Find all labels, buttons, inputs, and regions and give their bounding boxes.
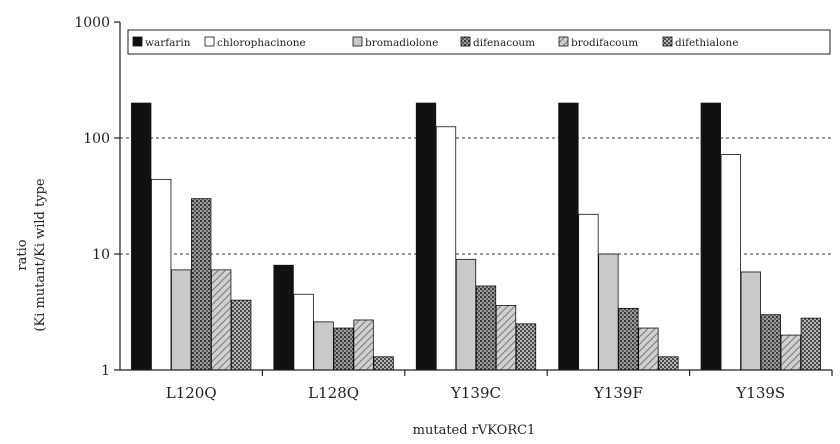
- y-tick-label: 100: [83, 131, 110, 147]
- bar-warfarin-L120Q: [131, 102, 152, 371]
- y-axis-label-line-1: ratio: [15, 239, 30, 270]
- bar-brodifacoum-Y139F: [638, 327, 659, 371]
- bar-warfarin-Y139S: [700, 102, 721, 371]
- legend-label-brodifacoum: brodifacoum: [571, 37, 638, 49]
- bar-warfarin-Y139F: [558, 102, 579, 371]
- x-tick-label: Y139S: [735, 384, 785, 402]
- bar-difenacoum-Y139S: [760, 314, 781, 371]
- legend-swatch-chlorophacinone: [204, 36, 215, 47]
- legend-swatch-brodifacoum: [558, 36, 569, 47]
- x-tick-label: L120Q: [166, 384, 217, 402]
- bars: [131, 102, 821, 371]
- legend-swatch-bromadiolone: [352, 36, 363, 47]
- legend-label-warfarin: warfarin: [145, 37, 191, 49]
- legend-swatch-difethialone: [662, 36, 673, 47]
- legend-swatch-warfarin: [132, 36, 143, 47]
- bar-brodifacoum-L120Q: [211, 269, 232, 371]
- bar-chlorophacinone-Y139C: [435, 126, 457, 371]
- bar-brodifacoum-Y139S: [780, 334, 801, 371]
- bar-bromadiolone-L120Q: [171, 269, 192, 371]
- legend-label-bromadiolone: bromadiolone: [365, 37, 438, 49]
- x-tick-label: Y139F: [593, 384, 643, 402]
- legend-label-chlorophacinone: chlorophacinone: [217, 37, 306, 49]
- bar-difethialone-L120Q: [231, 299, 252, 371]
- bar-difenacoum-Y139C: [475, 285, 497, 371]
- bar-bromadiolone-Y139S: [740, 271, 761, 371]
- bar-difethialone-Y139S: [800, 317, 821, 371]
- bar-bromadiolone-Y139F: [598, 253, 619, 371]
- bar-chlorophacinone-L128Q: [293, 293, 314, 371]
- bar-difenacoum-Y139F: [618, 307, 639, 371]
- y-axis-label-line-2: (Ki mutant/Ki wild type: [33, 178, 48, 332]
- bar-difenacoum-L120Q: [191, 198, 212, 371]
- bar-difethialone-Y139C: [515, 323, 537, 371]
- legend-swatch-difenacoum: [460, 36, 471, 47]
- bar-chlorophacinone-L120Q: [151, 178, 172, 371]
- bar-bromadiolone-L128Q: [313, 321, 334, 371]
- x-tick-label: L128Q: [308, 384, 359, 402]
- y-tick-label: 1000: [74, 15, 110, 31]
- bar-difenacoum-L128Q: [333, 327, 354, 371]
- bar-warfarin-L128Q: [273, 264, 294, 371]
- y-tick-label: 1: [101, 363, 110, 379]
- bar-warfarin-Y139C: [415, 102, 437, 371]
- y-axis-ticks: 1 10 100 1000: [74, 15, 120, 379]
- gridlines: [120, 137, 832, 255]
- legend-label-difenacoum: difenacoum: [473, 37, 535, 49]
- legend-box: [127, 29, 831, 55]
- bar-difethialone-L128Q: [373, 356, 394, 371]
- bar-difethialone-Y139F: [658, 356, 679, 371]
- x-tick-label: Y139C: [450, 384, 501, 402]
- y-tick-label: 10: [92, 247, 110, 263]
- bar-brodifacoum-Y139C: [495, 305, 517, 371]
- bar-brodifacoum-L128Q: [353, 319, 374, 371]
- legend-label-difethialone: difethialone: [675, 37, 738, 49]
- legend: warfarin chlorophacinone bromadiolone difen…: [127, 29, 831, 55]
- x-axis-label: mutated rVKORC1: [413, 423, 536, 438]
- bar-chlorophacinone-Y139S: [720, 154, 741, 371]
- bar-bromadiolone-Y139C: [455, 258, 477, 371]
- x-axis-ticks: L120Q L128Q Y139C Y139F Y139S: [166, 370, 833, 402]
- bar-chlorophacinone-Y139F: [578, 213, 599, 371]
